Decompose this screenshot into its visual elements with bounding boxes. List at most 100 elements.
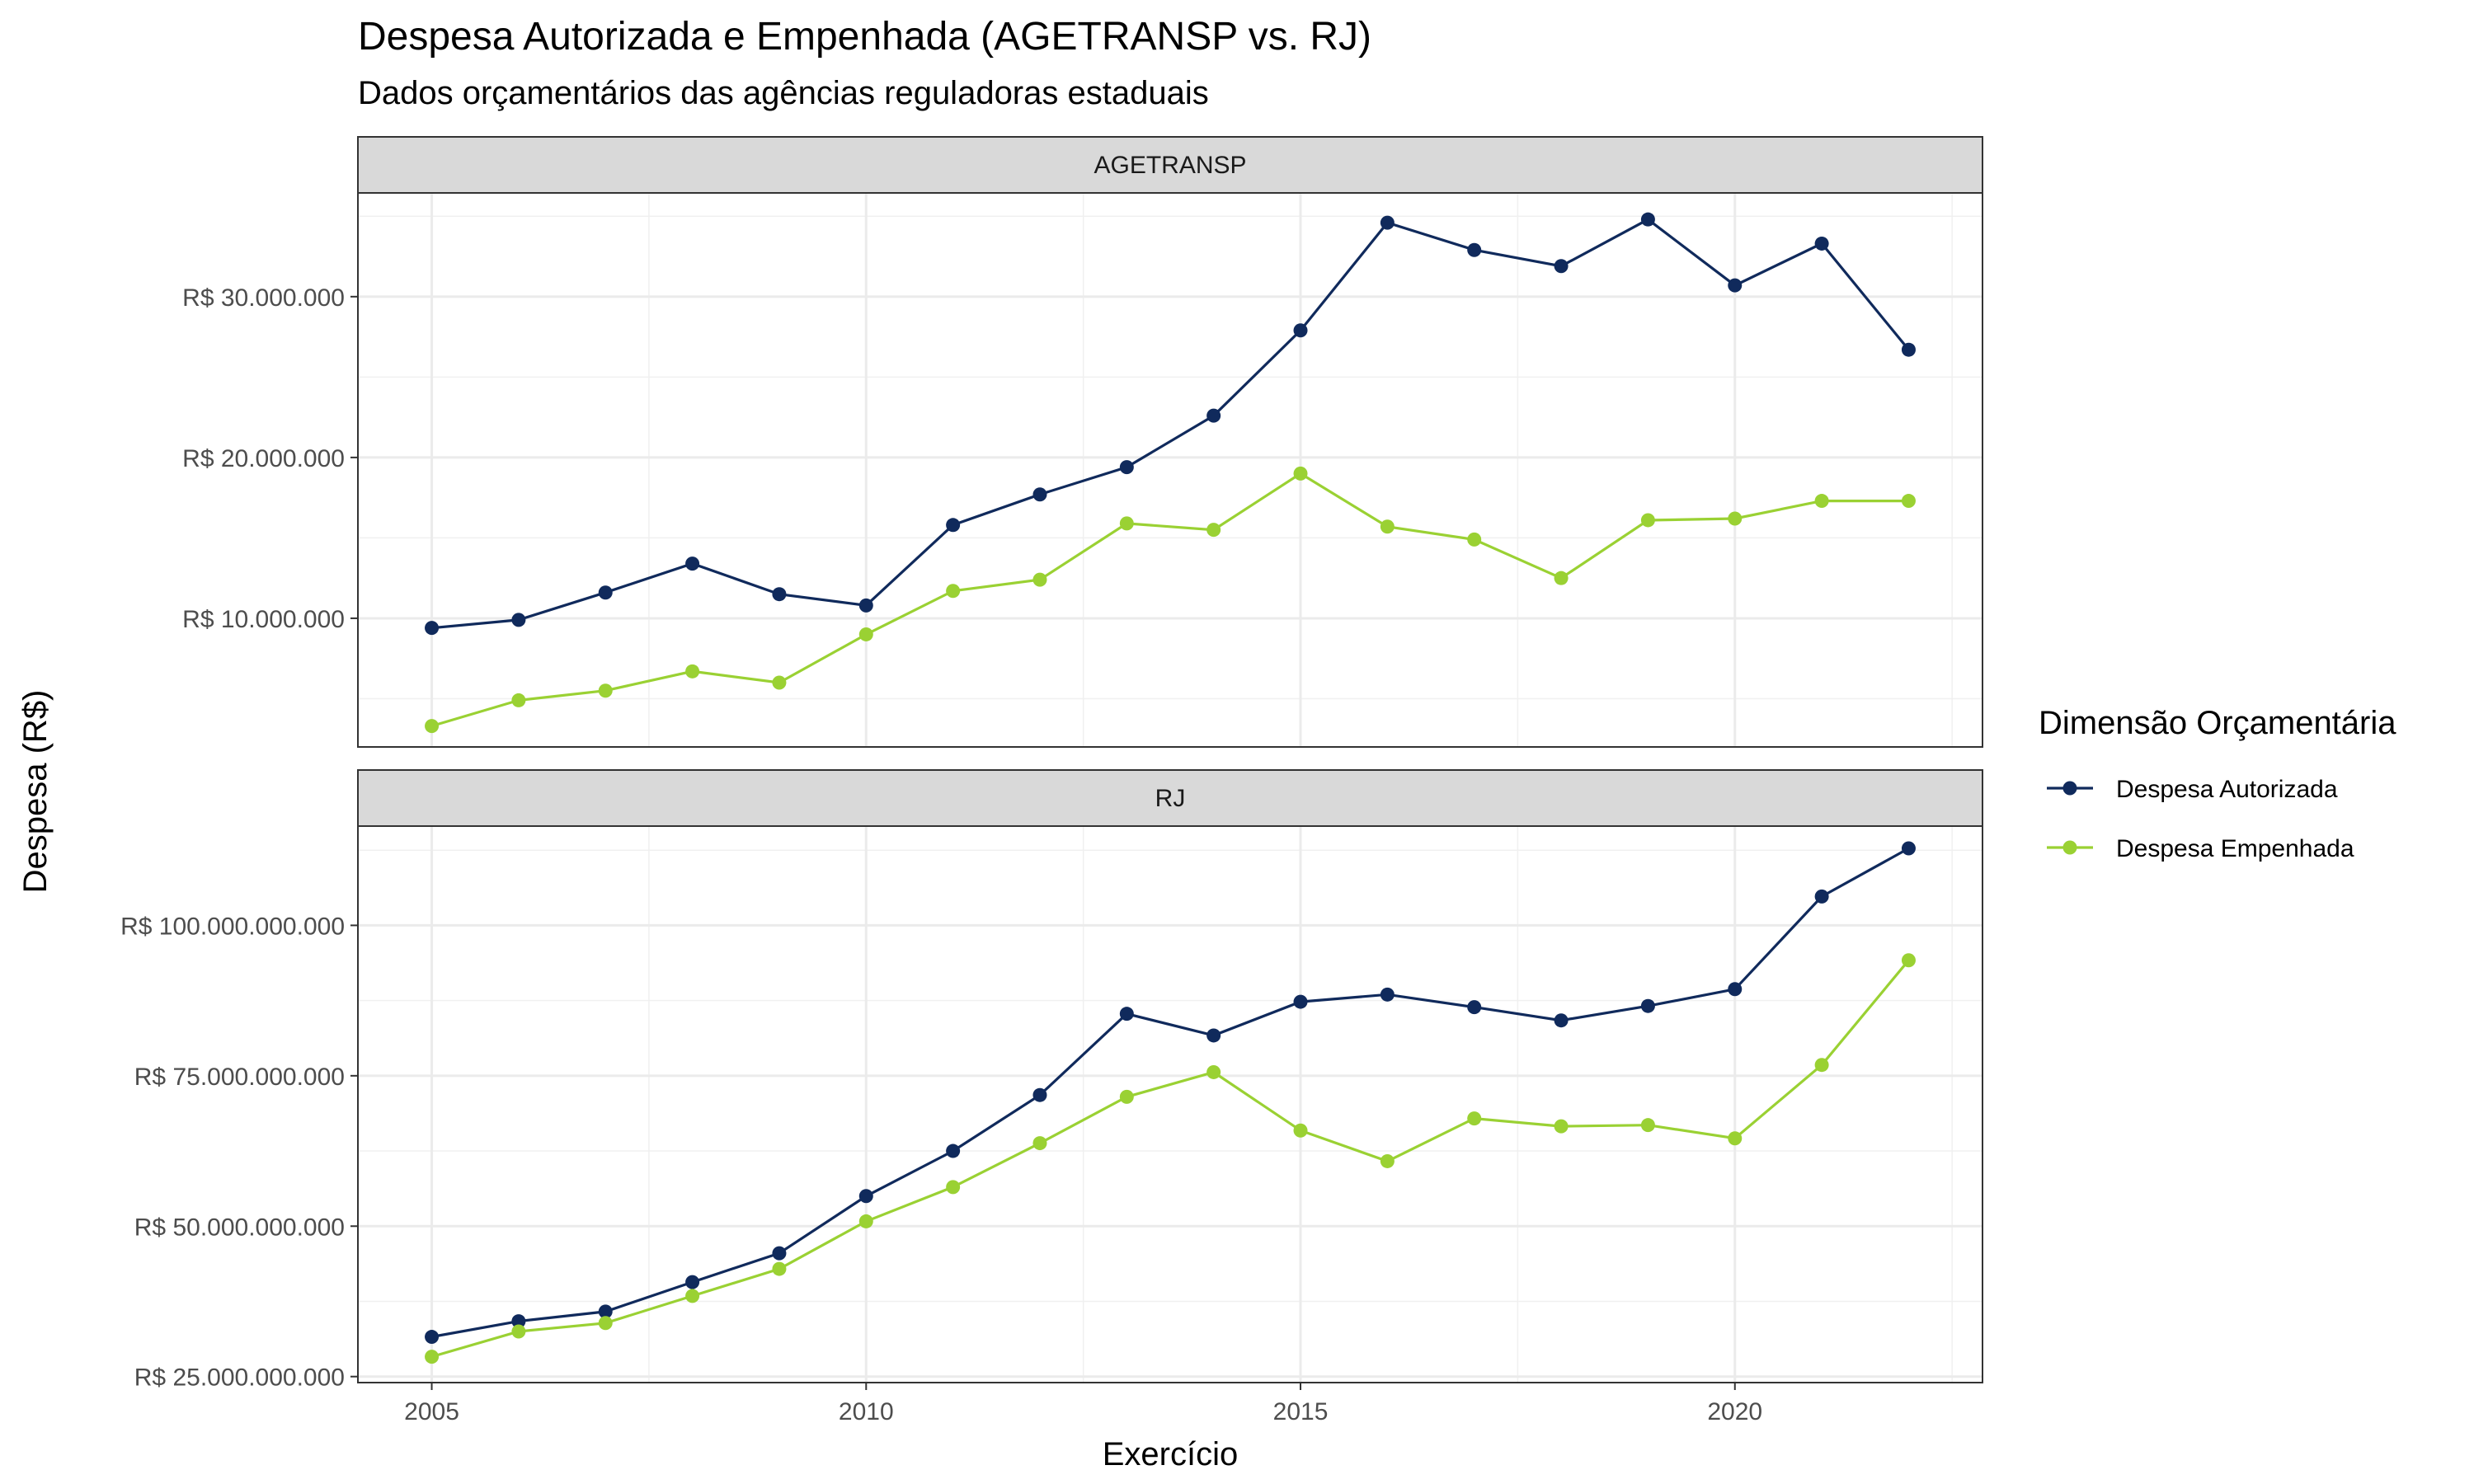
data-point bbox=[772, 1261, 787, 1276]
data-point bbox=[1467, 532, 1482, 547]
data-point bbox=[946, 1180, 961, 1195]
series-line-0 bbox=[431, 218, 1910, 630]
series-line-0 bbox=[431, 847, 1910, 1339]
y-tick-label: R$ 75.000.000.000 bbox=[134, 1064, 345, 1091]
data-point bbox=[1206, 1028, 1221, 1043]
data-point bbox=[946, 1144, 961, 1158]
data-point bbox=[1901, 841, 1916, 856]
y-tick-label: R$ 10.000.000 bbox=[182, 606, 345, 633]
data-point bbox=[1467, 1111, 1482, 1126]
y-tick-label: R$ 20.000.000 bbox=[182, 445, 345, 472]
data-point bbox=[1206, 408, 1221, 423]
data-point bbox=[1467, 1000, 1482, 1015]
data-point bbox=[1380, 1153, 1395, 1168]
data-point bbox=[1206, 523, 1221, 538]
data-point bbox=[511, 1314, 526, 1329]
x-axis-title: Exercício bbox=[1103, 1436, 1239, 1472]
legend-key-point bbox=[2062, 840, 2077, 855]
data-point bbox=[1380, 987, 1395, 1002]
data-point bbox=[1467, 242, 1482, 257]
data-point bbox=[425, 1330, 440, 1345]
data-point bbox=[1728, 982, 1743, 997]
legend-entry-label: Despesa Empenhada bbox=[2116, 835, 2354, 862]
data-point bbox=[598, 683, 613, 698]
data-point bbox=[1554, 1119, 1569, 1134]
data-point bbox=[1640, 212, 1655, 227]
data-point bbox=[685, 1275, 700, 1289]
data-point bbox=[1032, 1087, 1047, 1102]
legend-title: Dimensão Orçamentária bbox=[2039, 705, 2396, 741]
data-point bbox=[772, 587, 787, 602]
data-point bbox=[685, 664, 700, 679]
data-point bbox=[511, 693, 526, 707]
data-point bbox=[1728, 1131, 1743, 1146]
data-point bbox=[1119, 516, 1134, 531]
facet-strip bbox=[357, 769, 1983, 827]
facet-strip bbox=[357, 136, 1983, 194]
y-tick-label: R$ 100.000.000.000 bbox=[120, 913, 345, 940]
series-line-1 bbox=[431, 472, 1909, 728]
data-point bbox=[425, 1350, 440, 1364]
x-tick-label: 2005 bbox=[404, 1398, 459, 1425]
data-point bbox=[1814, 889, 1829, 904]
data-point bbox=[1901, 494, 1916, 509]
data-point bbox=[425, 621, 440, 636]
facet-strip-label: AGETRANSP bbox=[1094, 152, 1246, 179]
data-point bbox=[772, 675, 787, 690]
legend-entry-label: Despesa Autorizada bbox=[2116, 776, 2338, 803]
facet-panel-1: RJ R$ 25.000.000.000 R$ 50.000.000.000 R$ 7… bbox=[120, 769, 1983, 1425]
data-point bbox=[1032, 487, 1047, 502]
data-point bbox=[1814, 1058, 1829, 1073]
data-point bbox=[1554, 571, 1569, 585]
y-axis-title: Despesa (R$) bbox=[17, 690, 54, 894]
data-point bbox=[1293, 1123, 1308, 1138]
y-tick-label: R$ 25.000.000.000 bbox=[134, 1364, 345, 1392]
data-point bbox=[1901, 342, 1916, 357]
x-tick-label: 2015 bbox=[1273, 1398, 1329, 1425]
facet-panel-0: AGETRANSP R$ 10.000.000 R$ 20.000.000 R$ 30… bbox=[182, 136, 1983, 748]
data-point bbox=[685, 556, 700, 571]
panel-border bbox=[357, 825, 1983, 1383]
data-point bbox=[1901, 953, 1916, 968]
data-point bbox=[772, 1246, 787, 1261]
chart-title: Despesa Autorizada e Empenhada (AGETRANS… bbox=[358, 15, 1371, 59]
data-point bbox=[1554, 1013, 1569, 1028]
panel-border bbox=[357, 192, 1983, 748]
data-point bbox=[1640, 998, 1655, 1013]
legend: Dimensão Orçamentária Despesa Autorizada D… bbox=[2039, 705, 2396, 862]
data-point bbox=[1728, 511, 1743, 526]
data-point bbox=[946, 518, 961, 533]
data-point bbox=[1032, 1136, 1047, 1151]
data-point bbox=[1554, 259, 1569, 274]
data-point bbox=[1119, 1089, 1134, 1104]
data-point bbox=[1640, 1118, 1655, 1133]
data-point bbox=[1380, 519, 1395, 534]
data-point bbox=[1293, 466, 1308, 481]
panel-background bbox=[358, 193, 1982, 747]
data-point bbox=[1206, 1064, 1221, 1079]
x-tick-label: 2020 bbox=[1707, 1398, 1762, 1425]
x-tick-label: 2010 bbox=[839, 1398, 894, 1425]
data-point bbox=[685, 1289, 700, 1303]
data-point bbox=[598, 1304, 613, 1319]
chart-subtitle: Dados orçamentários das agências regulad… bbox=[358, 75, 1209, 111]
data-point bbox=[511, 1324, 526, 1339]
series-line-1 bbox=[431, 959, 1910, 1359]
panel-background bbox=[358, 826, 1982, 1383]
data-point bbox=[425, 719, 440, 734]
data-point bbox=[598, 585, 613, 600]
facet-strip-label: RJ bbox=[1155, 785, 1186, 812]
data-point bbox=[1032, 572, 1047, 587]
data-point bbox=[858, 627, 873, 641]
data-point bbox=[1814, 236, 1829, 251]
y-tick-label: R$ 30.000.000 bbox=[182, 284, 345, 312]
data-point bbox=[858, 598, 873, 613]
data-point bbox=[1293, 994, 1308, 1009]
data-point bbox=[946, 584, 961, 599]
data-point bbox=[858, 1214, 873, 1228]
legend-key-point bbox=[2062, 781, 2077, 796]
data-point bbox=[1119, 460, 1134, 475]
data-point bbox=[511, 613, 526, 627]
data-point bbox=[1293, 323, 1308, 338]
